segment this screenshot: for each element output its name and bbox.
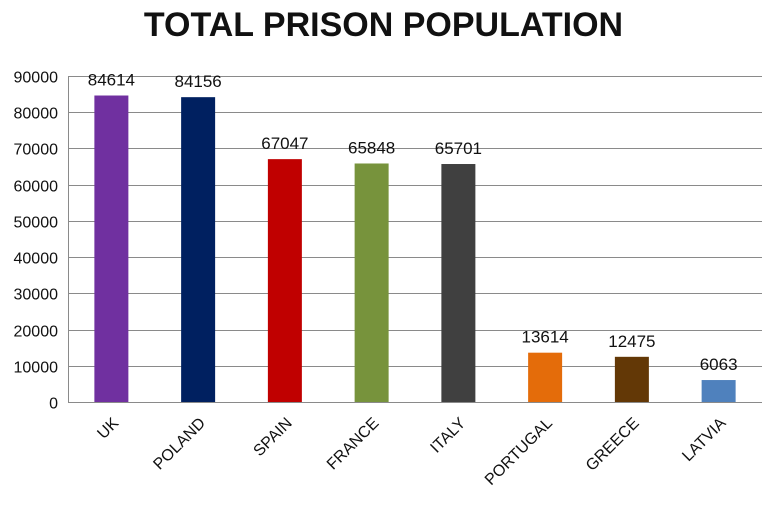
bar — [181, 97, 216, 402]
bar — [441, 164, 476, 402]
data-label: 65848 — [348, 138, 395, 157]
x-tick-label: UK — [94, 415, 122, 443]
y-tick-label: 10000 — [14, 360, 59, 377]
x-tick-label: LATVIA — [679, 415, 729, 465]
x-tick-label: PORTUGAL — [482, 415, 556, 489]
y-tick-label: 70000 — [14, 142, 59, 159]
y-tick-label: 50000 — [14, 215, 59, 232]
bar — [528, 352, 563, 402]
bar — [701, 380, 736, 402]
y-axis-ticks: 0 10000 20000 30000 40000 50000 60000 70000 8000… — [14, 70, 59, 413]
gridlines — [68, 76, 762, 403]
x-tick-label: SPAIN — [251, 415, 296, 460]
y-tick-label: 40000 — [14, 251, 59, 268]
data-label: 65701 — [435, 139, 482, 158]
y-tick-label: 90000 — [14, 70, 59, 87]
data-labels: 84614 84156 67047 65848 65701 13614 12475 6063 — [88, 71, 738, 375]
bar — [354, 163, 389, 402]
data-label: 13614 — [521, 328, 568, 347]
y-tick-label: 80000 — [14, 106, 59, 123]
data-label: 67047 — [261, 134, 308, 153]
bar — [94, 95, 129, 403]
y-tick-label: 30000 — [14, 287, 59, 304]
x-tick-label: FRANCE — [324, 415, 383, 474]
chart-title: TOTAL PRISON POPULATION — [143, 6, 624, 44]
data-label: 12475 — [608, 332, 655, 351]
y-tick-label: 60000 — [14, 179, 59, 196]
bar — [614, 356, 649, 402]
x-tick-label: POLAND — [150, 415, 209, 474]
data-label: 6063 — [700, 355, 738, 374]
data-label: 84156 — [174, 72, 221, 91]
x-tick-label: GREECE — [583, 415, 643, 475]
y-tick-label: 20000 — [14, 324, 59, 341]
bar — [267, 159, 302, 402]
x-tick-label: ITALY — [427, 415, 469, 457]
bars — [94, 95, 736, 403]
x-axis-ticks: UK POLAND SPAIN FRANCE ITALY PORTUGAL GREECE LA… — [94, 415, 729, 489]
data-label: 84614 — [88, 71, 135, 90]
y-tick-label: 0 — [49, 396, 58, 413]
